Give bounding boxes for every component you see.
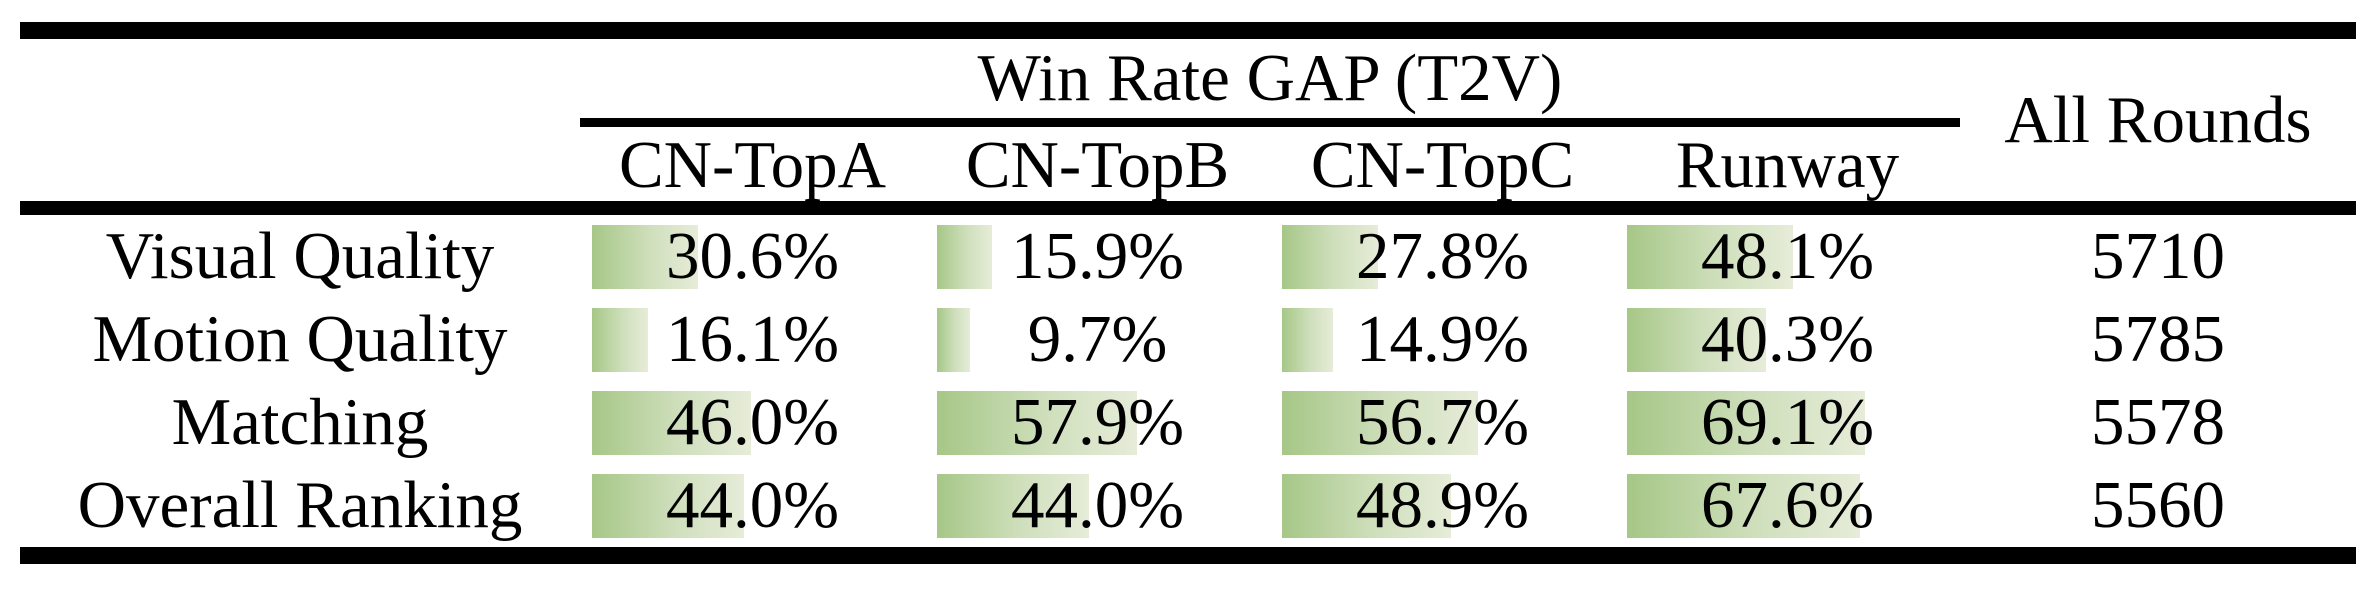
value-cell: 40.3% bbox=[1615, 298, 1960, 381]
win-rate-bar bbox=[937, 473, 1089, 538]
value-cell: 67.6% bbox=[1615, 464, 1960, 547]
win-rate-bar bbox=[1627, 224, 1793, 289]
value-label: 14.9% bbox=[1355, 302, 1530, 376]
value-cell: 9.7% bbox=[925, 298, 1270, 381]
value-label: 69.1% bbox=[1700, 385, 1875, 459]
top-rule bbox=[20, 22, 2356, 39]
value-label: 40.3% bbox=[1700, 302, 1875, 376]
table-row: Overall Ranking 44.0% 44.0% 48.9% 67.6% … bbox=[20, 464, 2356, 547]
win-rate-bar bbox=[1282, 307, 1334, 372]
value-label: 46.0% bbox=[665, 385, 840, 459]
value-cell: 57.9% bbox=[925, 381, 1270, 464]
value-label: 67.6% bbox=[1700, 468, 1875, 542]
table-header: Win Rate GAP (T2V) CN-TopA CN-TopB CN-To… bbox=[20, 39, 2356, 202]
row-label: Overall Ranking bbox=[77, 468, 523, 542]
value-label: 16.1% bbox=[665, 302, 840, 376]
value-label: 48.1% bbox=[1700, 219, 1875, 293]
results-table: Win Rate GAP (T2V) CN-TopA CN-TopB CN-To… bbox=[20, 22, 2356, 564]
column-header-cn-topb: CN-TopB bbox=[965, 128, 1230, 202]
all-rounds-value: 5560 bbox=[2091, 468, 2225, 542]
value-label: 44.0% bbox=[665, 468, 840, 542]
table-row: Motion Quality 16.1% 9.7% 14.9% 40.3% 57… bbox=[20, 298, 2356, 381]
win-rate-bar bbox=[592, 390, 751, 455]
column-header-runway: Runway bbox=[1675, 128, 1900, 202]
value-cell: 27.8% bbox=[1270, 215, 1615, 298]
value-cell: 14.9% bbox=[1270, 298, 1615, 381]
value-cell: 15.9% bbox=[925, 215, 1270, 298]
win-rate-bar bbox=[1627, 390, 1866, 455]
win-rate-bar bbox=[937, 307, 971, 372]
win-rate-bar bbox=[1282, 473, 1451, 538]
value-cell: 46.0% bbox=[580, 381, 925, 464]
value-cell: 56.7% bbox=[1270, 381, 1615, 464]
value-cell: 48.1% bbox=[1615, 215, 1960, 298]
row-label: Motion Quality bbox=[92, 302, 508, 376]
all-rounds-value: 5578 bbox=[2091, 385, 2225, 459]
win-rate-bar bbox=[937, 390, 1137, 455]
value-label: 57.9% bbox=[1010, 385, 1185, 459]
value-cell: 44.0% bbox=[925, 464, 1270, 547]
value-label: 44.0% bbox=[1010, 468, 1185, 542]
all-rounds-value: 5785 bbox=[2091, 302, 2225, 376]
value-cell: 30.6% bbox=[580, 215, 925, 298]
header-span-group: Win Rate GAP (T2V) CN-TopA CN-TopB CN-To… bbox=[580, 39, 1960, 202]
value-cell: 44.0% bbox=[580, 464, 925, 547]
table-title: Win Rate GAP (T2V) bbox=[977, 41, 1563, 115]
value-label: 56.7% bbox=[1355, 385, 1530, 459]
mid-rule bbox=[20, 201, 2356, 215]
row-label: Visual Quality bbox=[105, 219, 495, 293]
value-cell: 48.9% bbox=[1270, 464, 1615, 547]
column-header-all-rounds: All Rounds bbox=[2004, 82, 2312, 157]
column-header-cn-topa: CN-TopA bbox=[618, 128, 887, 202]
value-label: 9.7% bbox=[1027, 302, 1168, 376]
win-rate-bar bbox=[1627, 307, 1767, 372]
win-rate-bar bbox=[937, 224, 992, 289]
value-label: 15.9% bbox=[1010, 219, 1185, 293]
table-body: Visual Quality 30.6% 15.9% 27.8% 48.1% 5… bbox=[20, 215, 2356, 547]
win-rate-bar bbox=[1282, 390, 1478, 455]
value-cell: 69.1% bbox=[1615, 381, 1960, 464]
column-header-cn-topc: CN-TopC bbox=[1310, 128, 1575, 202]
bottom-rule bbox=[20, 547, 2356, 564]
header-empty-cell bbox=[20, 39, 580, 201]
column-headers: CN-TopA CN-TopB CN-TopC Runway bbox=[580, 127, 1960, 202]
table-row: Visual Quality 30.6% 15.9% 27.8% 48.1% 5… bbox=[20, 215, 2356, 298]
value-label: 27.8% bbox=[1355, 219, 1530, 293]
win-rate-bar bbox=[592, 307, 648, 372]
value-cell: 16.1% bbox=[580, 298, 925, 381]
table-row: Matching 46.0% 57.9% 56.7% 69.1% 5578 bbox=[20, 381, 2356, 464]
win-rate-bar bbox=[592, 473, 744, 538]
win-rate-bar bbox=[1627, 473, 1861, 538]
all-rounds-value: 5710 bbox=[2091, 219, 2225, 293]
value-label: 48.9% bbox=[1355, 468, 1530, 542]
row-label: Matching bbox=[171, 385, 429, 459]
win-rate-bar bbox=[1282, 224, 1378, 289]
win-rate-bar bbox=[592, 224, 698, 289]
cmid-rule bbox=[580, 118, 1960, 127]
value-label: 30.6% bbox=[665, 219, 840, 293]
